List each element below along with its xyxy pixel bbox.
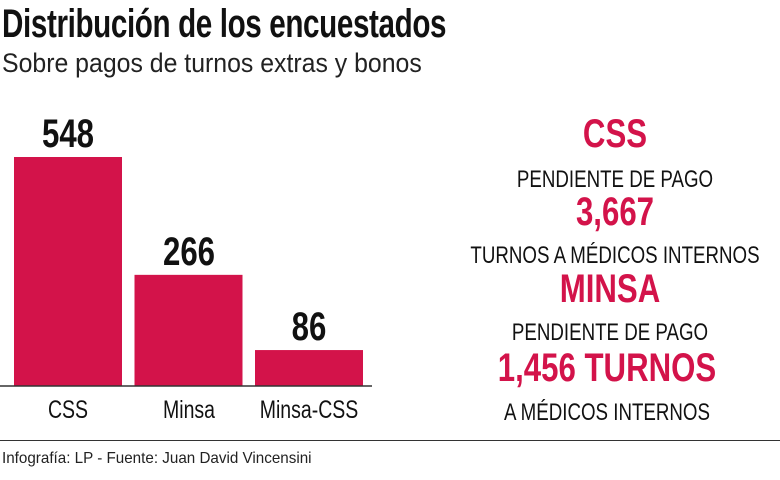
footer-credit: Infografía: LP - Fuente: Juan David Vinc…	[2, 450, 312, 467]
css-heading: CSS	[582, 112, 648, 156]
css-pending-value: 3,667	[575, 190, 655, 234]
minsa-pending-value: 1,456 TURNOS	[497, 346, 717, 390]
category-label: CSS	[47, 396, 89, 424]
chart-subtitle: Sobre pagos de turnos extras y bonos	[2, 48, 422, 78]
category-label: Minsa	[162, 396, 215, 424]
bar-value-label: 266	[162, 229, 215, 274]
category-label: Minsa-CSS	[259, 396, 359, 424]
bar-css	[14, 157, 122, 386]
bar-value-label: 548	[41, 112, 95, 156]
footer-divider	[0, 440, 780, 441]
css-pending-label: PENDIENTE DE PAGO	[516, 166, 714, 193]
minsa-pending-desc: A MÉDICOS INTERNOS	[504, 399, 710, 426]
bar-value-label: 86	[291, 305, 327, 350]
minsa-pending-label: PENDIENTE DE PAGO	[511, 319, 709, 346]
bar-minsa-css	[255, 350, 363, 386]
minsa-heading: MINSA	[559, 267, 661, 311]
css-pending-desc: TURNOS A MÉDICOS INTERNOS	[470, 242, 760, 269]
chart-title: Distribución de los encuestados	[2, 2, 447, 46]
bar-chart	[0, 157, 372, 387]
bar-minsa	[134, 274, 243, 386]
